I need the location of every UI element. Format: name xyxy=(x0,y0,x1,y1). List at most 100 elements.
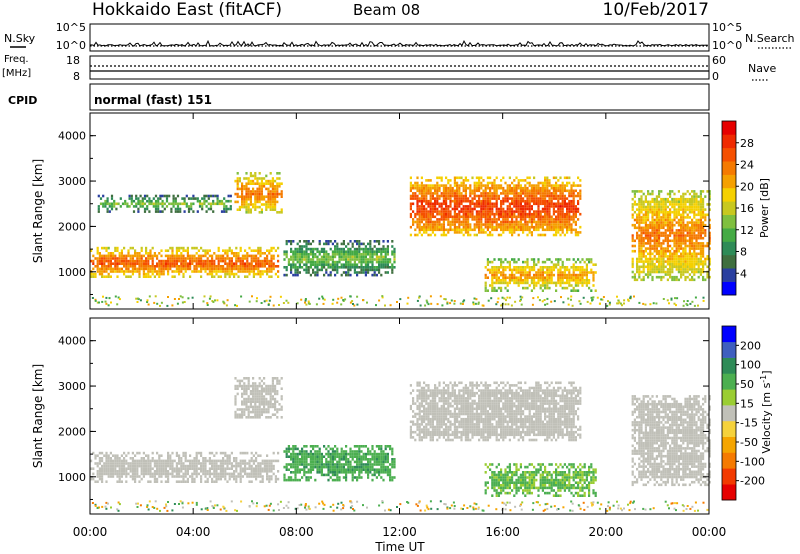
colorbar-tick-label: -50 xyxy=(740,436,758,449)
power-heatmap xyxy=(90,172,711,307)
velocity-y-axis-label: Slant Range [km] xyxy=(31,364,45,468)
x-tick-label: 20:00 xyxy=(589,525,624,539)
x-tick-label: 12:00 xyxy=(382,525,417,539)
echo-region-4 xyxy=(409,176,582,237)
colorbar-swatch xyxy=(722,357,736,374)
colorbar-tick-label: 200 xyxy=(740,339,761,352)
y-tick-label: 2000 xyxy=(58,425,86,438)
time-axis: 00:00 04:00 08:00 12:00 16:00 20:00 00:00 xyxy=(73,525,727,539)
velocity-panel-frame xyxy=(89,317,710,515)
colorbar-tick-label: 4 xyxy=(740,267,747,280)
colorbar-swatch xyxy=(722,187,736,202)
freq-unit-label: [MHz] xyxy=(2,68,31,79)
echo-region-4 xyxy=(484,463,597,497)
near-range-scatter xyxy=(91,295,705,307)
power-colorbar-label: Power [dB] xyxy=(758,178,771,238)
x-axis-label: Time UT xyxy=(374,540,425,554)
colorbar-swatch xyxy=(722,326,736,343)
freq-right-tick-bottom: 0 xyxy=(712,70,719,83)
colorbar-swatch xyxy=(722,161,736,175)
colorbar-swatch xyxy=(722,484,736,501)
colorbar-swatch xyxy=(722,241,736,256)
freq-left-tick-top: 18 xyxy=(66,54,80,67)
velocity-colorbar: 200 100 50 15 -15 -50 -100 -200 xyxy=(721,325,765,501)
colorbar-tick-label: -100 xyxy=(740,455,765,468)
colorbar-tick-label: 24 xyxy=(740,159,754,172)
colorbar-swatch xyxy=(722,254,736,269)
noise-left-tick-top: 10^5 xyxy=(56,21,86,34)
power-y-axis-label: Slant Range [km] xyxy=(31,159,45,263)
velocity-heatmap xyxy=(90,377,711,512)
beam-label: Beam 08 xyxy=(353,1,420,19)
colorbar-swatch xyxy=(722,281,736,296)
y-tick-label: 3000 xyxy=(58,380,86,393)
colorbar-tick-label: 12 xyxy=(740,224,754,237)
colorbar-swatch xyxy=(722,420,736,437)
cpid-panel-frame xyxy=(89,83,710,111)
echo-region-5 xyxy=(484,258,597,292)
colorbar-tick-label: 20 xyxy=(740,180,754,193)
freq-label: Freq. xyxy=(4,54,29,65)
freq-panel-frame xyxy=(89,55,710,80)
colorbar-tick-label: 16 xyxy=(740,202,754,215)
colorbar-tick-label: 28 xyxy=(740,137,754,150)
colorbar-swatch xyxy=(722,468,736,485)
colorbar-swatch xyxy=(722,436,736,453)
velocity-panel: 1000 2000 3000 4000 Slant Range [km] 200 100… xyxy=(31,317,773,515)
x-tick-label: 08:00 xyxy=(279,525,314,539)
echo-region-5 xyxy=(631,395,711,487)
colorbar-swatch xyxy=(722,405,736,422)
y-tick-label: 4000 xyxy=(58,335,86,348)
noise-right-tick-bottom: 10^0 xyxy=(712,39,742,52)
cpid-value: normal (fast) 151 xyxy=(94,93,212,107)
radar-title: Hokkaido East (fitACF) xyxy=(92,0,282,20)
freq-right-tick-top: 60 xyxy=(712,54,726,67)
colorbar-tick-label: 8 xyxy=(740,246,747,259)
colorbar-tick-label: -200 xyxy=(740,475,765,488)
noise-left-tick-bottom: 10^0 xyxy=(56,39,86,52)
colorbar-swatch xyxy=(722,121,736,135)
colorbar-swatch xyxy=(722,147,736,162)
x-tick-label: 04:00 xyxy=(176,525,211,539)
echo-region-2 xyxy=(283,445,396,482)
noise-right-tick-top: 10^5 xyxy=(712,21,742,34)
noise-right-label: N.Search xyxy=(745,32,795,45)
echo-region-1 xyxy=(97,194,232,213)
near-range-scatter xyxy=(91,500,709,512)
freq-left-tick-bottom: 8 xyxy=(73,70,80,83)
colorbar-swatch xyxy=(722,341,736,358)
echo-region-6 xyxy=(631,190,711,282)
colorbar-swatch xyxy=(722,174,736,189)
colorbar-tick-label: 50 xyxy=(740,378,754,391)
x-tick-label: 00:00 xyxy=(692,525,727,539)
echo-region-3 xyxy=(409,381,582,442)
colorbar-swatch xyxy=(722,373,736,390)
cpid-label: CPID xyxy=(8,94,37,107)
noise-left-label: N.Sky xyxy=(4,32,36,45)
power-colorbar: 4 8 12 16 20 24 28 xyxy=(721,120,754,296)
colorbar-swatch xyxy=(722,389,736,406)
power-axes: 1000 2000 3000 4000 xyxy=(58,113,710,309)
velocity-axes: 1000 2000 3000 4000 xyxy=(58,318,710,514)
colorbar-swatch xyxy=(722,228,736,242)
colorbar-frame xyxy=(721,325,737,501)
y-tick-label: 2000 xyxy=(58,220,86,233)
colorbar-swatch xyxy=(722,201,736,215)
y-tick-label: 4000 xyxy=(58,130,86,143)
colorbar-swatch xyxy=(722,214,736,229)
echo-region-0 xyxy=(90,246,280,278)
x-tick-label: 16:00 xyxy=(485,525,520,539)
colorbar-tick-label: 15 xyxy=(740,397,754,410)
power-panel-frame xyxy=(89,112,710,310)
power-panel: 1000 2000 3000 4000 Slant Range [km] 4 8 12 16… xyxy=(31,112,771,310)
date-label: 10/Feb/2017 xyxy=(603,0,709,20)
noise-panel-frame xyxy=(89,23,710,52)
y-tick-label: 1000 xyxy=(58,471,86,484)
colorbar-tick-label: -15 xyxy=(740,417,758,430)
colorbar-swatch xyxy=(722,268,736,282)
velocity-panel-background xyxy=(90,318,709,514)
x-tick-label: 00:00 xyxy=(73,525,108,539)
y-tick-label: 3000 xyxy=(58,175,86,188)
echo-region-1 xyxy=(234,377,283,419)
